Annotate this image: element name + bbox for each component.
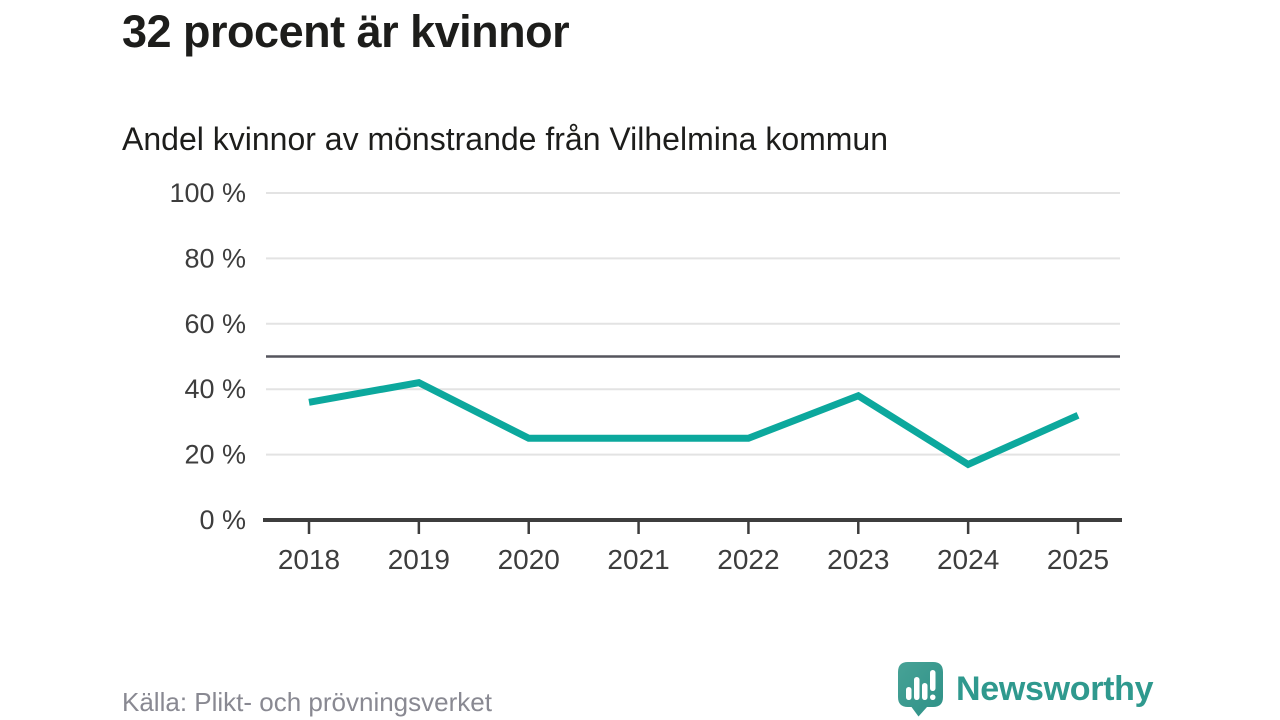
x-tick-label: 2025 <box>1047 544 1109 575</box>
y-tick-label: 0 % <box>199 505 246 535</box>
source-caption: Källa: Plikt- och prövningsverket <box>122 687 492 717</box>
y-tick-label: 20 % <box>184 440 246 470</box>
x-tick-label: 2024 <box>937 544 999 575</box>
data-line <box>308 379 1080 469</box>
newsworthy-logo-icon <box>898 662 943 717</box>
x-tick-label: 2019 <box>388 544 450 575</box>
x-tick-label: 2022 <box>717 544 779 575</box>
y-tick-label: 100 % <box>169 178 246 208</box>
y-tick-label: 80 % <box>184 243 246 273</box>
x-tick-label: 2018 <box>278 544 340 575</box>
x-tick-label: 2020 <box>498 544 560 575</box>
x-tick-label: 2023 <box>827 544 889 575</box>
page-title: 32 procent är kvinnor <box>122 6 570 57</box>
chart-subtitle: Andel kvinnor av mönstrande från Vilhelm… <box>122 121 889 157</box>
newsworthy-logo: Newsworthy <box>897 661 1154 717</box>
newsworthy-logo-text: Newsworthy <box>956 670 1154 708</box>
y-tick-label: 40 % <box>184 374 246 404</box>
x-tick-label: 2021 <box>607 544 669 575</box>
y-tick-label: 60 % <box>184 309 246 339</box>
